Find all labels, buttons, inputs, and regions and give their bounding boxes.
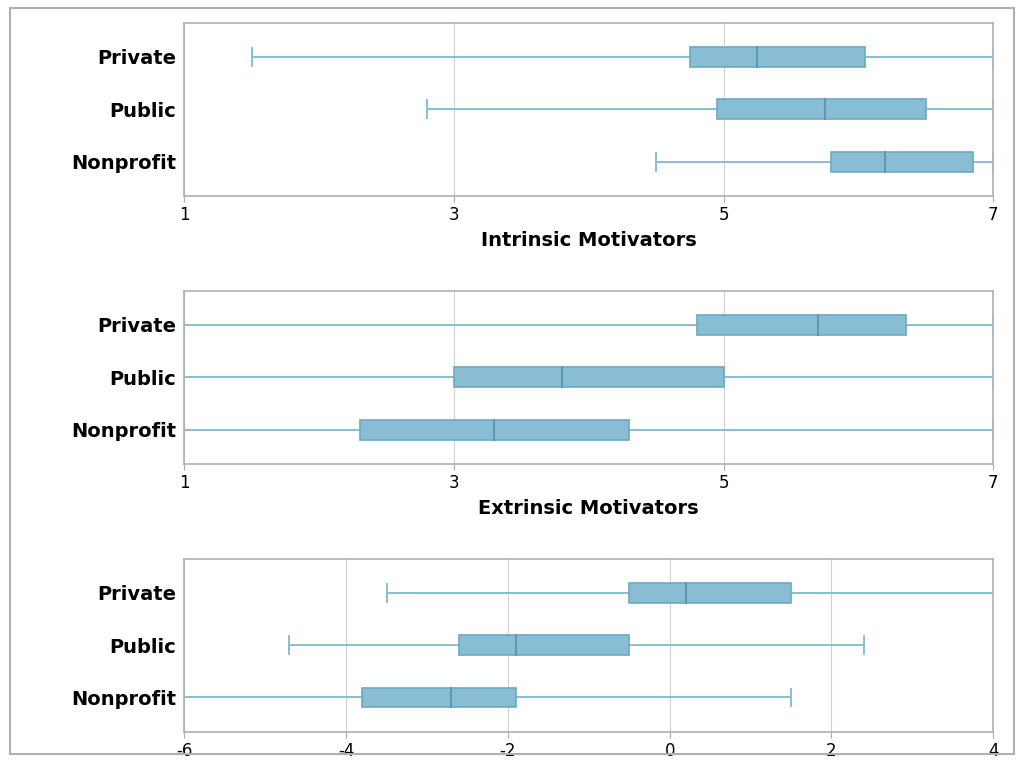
Bar <box>690 47 865 67</box>
Bar <box>460 636 630 655</box>
Bar <box>696 315 905 335</box>
Bar <box>359 420 629 440</box>
Bar <box>454 367 724 387</box>
Bar <box>831 152 973 171</box>
Bar <box>630 583 792 603</box>
Bar <box>362 687 516 707</box>
Bar <box>717 99 926 119</box>
X-axis label: Extrinsic Motivators: Extrinsic Motivators <box>478 499 699 518</box>
X-axis label: Intrinsic Motivators: Intrinsic Motivators <box>481 231 696 250</box>
